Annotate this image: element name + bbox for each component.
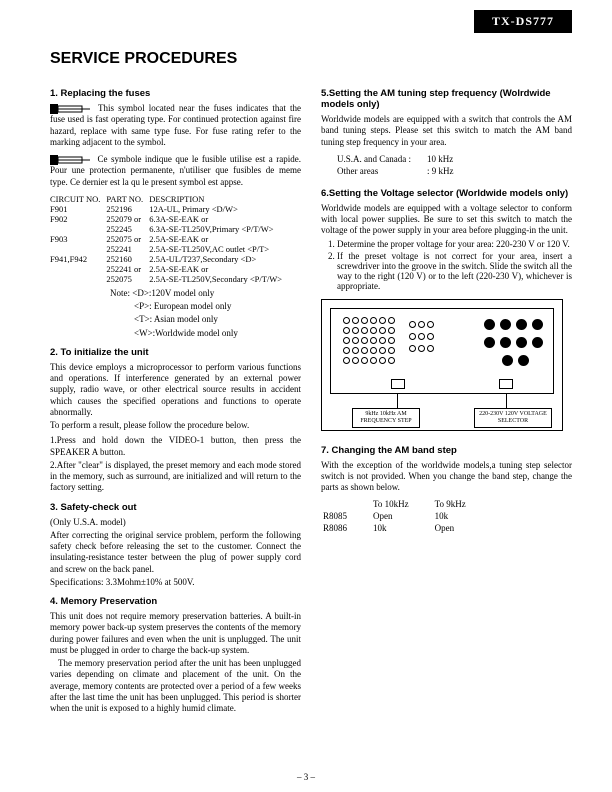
sec7-p1: With the exception of the worldwide mode… bbox=[321, 460, 572, 494]
sec2-head: 2. To initialize the unit bbox=[50, 347, 301, 358]
sec4-head: 4. Memory Preservation bbox=[50, 596, 301, 607]
band-step-table: To 10kHzTo 9kHz R8085Open10k R808610kOpe… bbox=[321, 497, 492, 535]
note-t: <T>: Asian model only bbox=[134, 314, 301, 325]
sec7-head: 7. Changing the AM band step bbox=[321, 445, 572, 456]
sec4-p1: This unit does not require memory preser… bbox=[50, 611, 301, 656]
freq-table: U.S.A. and Canada :10 kHz Other areas: 9… bbox=[335, 152, 470, 178]
sec1-p2: Ce symbole indique que le fusible utilis… bbox=[50, 154, 301, 188]
sec3-head: 3. Safety-check out bbox=[50, 502, 301, 513]
sec4-p2: The memory preservation period after the… bbox=[50, 658, 301, 714]
sec2-step1: 1.Press and hold down the VIDEO-1 button… bbox=[50, 435, 301, 458]
sec1-p1: This symbol located near the fuses indic… bbox=[50, 103, 301, 148]
model-badge: TX-DS777 bbox=[474, 10, 572, 33]
sec6-p1: Worldwide models are equipped with a vol… bbox=[321, 203, 572, 237]
note-d: Note: <D>:120V model only bbox=[110, 288, 301, 299]
sec6-head: 6.Setting the Voltage selector (Worldwid… bbox=[321, 188, 572, 199]
sec3-p1: After correcting the original service pr… bbox=[50, 530, 301, 575]
left-column: 1. Replacing the fuses This symbol locat… bbox=[50, 80, 301, 716]
sec2-p2: To perform a result, please follow the p… bbox=[50, 420, 301, 431]
parts-table: CIRCUIT NO. PART NO. DESCRIPTION F901252… bbox=[50, 194, 288, 284]
sec2-p1: This device employs a microprocessor to … bbox=[50, 362, 301, 418]
sec6-list: Determine the proper voltage for your ar… bbox=[321, 239, 572, 291]
note-p: <P>: European model only bbox=[134, 301, 301, 312]
note-w: <W>:Worldwide model only bbox=[134, 328, 301, 339]
fuse-symbol-icon bbox=[50, 155, 90, 165]
right-column: 5.Setting the AM tuning step frequency (… bbox=[321, 80, 572, 716]
callout-am-freq: 9kHz 10kHz AM FREQUENCY STEP bbox=[352, 408, 420, 427]
sec3-spec: Specifications: 3.3Mohm±10% at 500V. bbox=[50, 577, 301, 588]
rear-panel-diagram: 9kHz 10kHz AM FREQUENCY STEP 220-230V 12… bbox=[321, 299, 563, 431]
page-title: SERVICE PROCEDURES bbox=[50, 50, 572, 68]
sec5-p1: Worldwide models are equipped with a swi… bbox=[321, 114, 572, 148]
sec2-step2: 2.After "clear" is displayed, the preset… bbox=[50, 460, 301, 494]
fuse-symbol-icon bbox=[50, 104, 90, 114]
page-number: – 3 – bbox=[0, 772, 612, 782]
sec6-li2: If the preset voltage is not correct for… bbox=[337, 251, 572, 291]
sec6-li1: Determine the proper voltage for your ar… bbox=[337, 239, 572, 249]
sec5-head: 5.Setting the AM tuning step frequency (… bbox=[321, 88, 572, 110]
sec3-sub: (Only U.S.A. model) bbox=[50, 517, 301, 528]
callout-voltage: 220-230V 120V VOLTAGE SELECTOR bbox=[474, 408, 552, 427]
sec1-head: 1. Replacing the fuses bbox=[50, 88, 301, 99]
